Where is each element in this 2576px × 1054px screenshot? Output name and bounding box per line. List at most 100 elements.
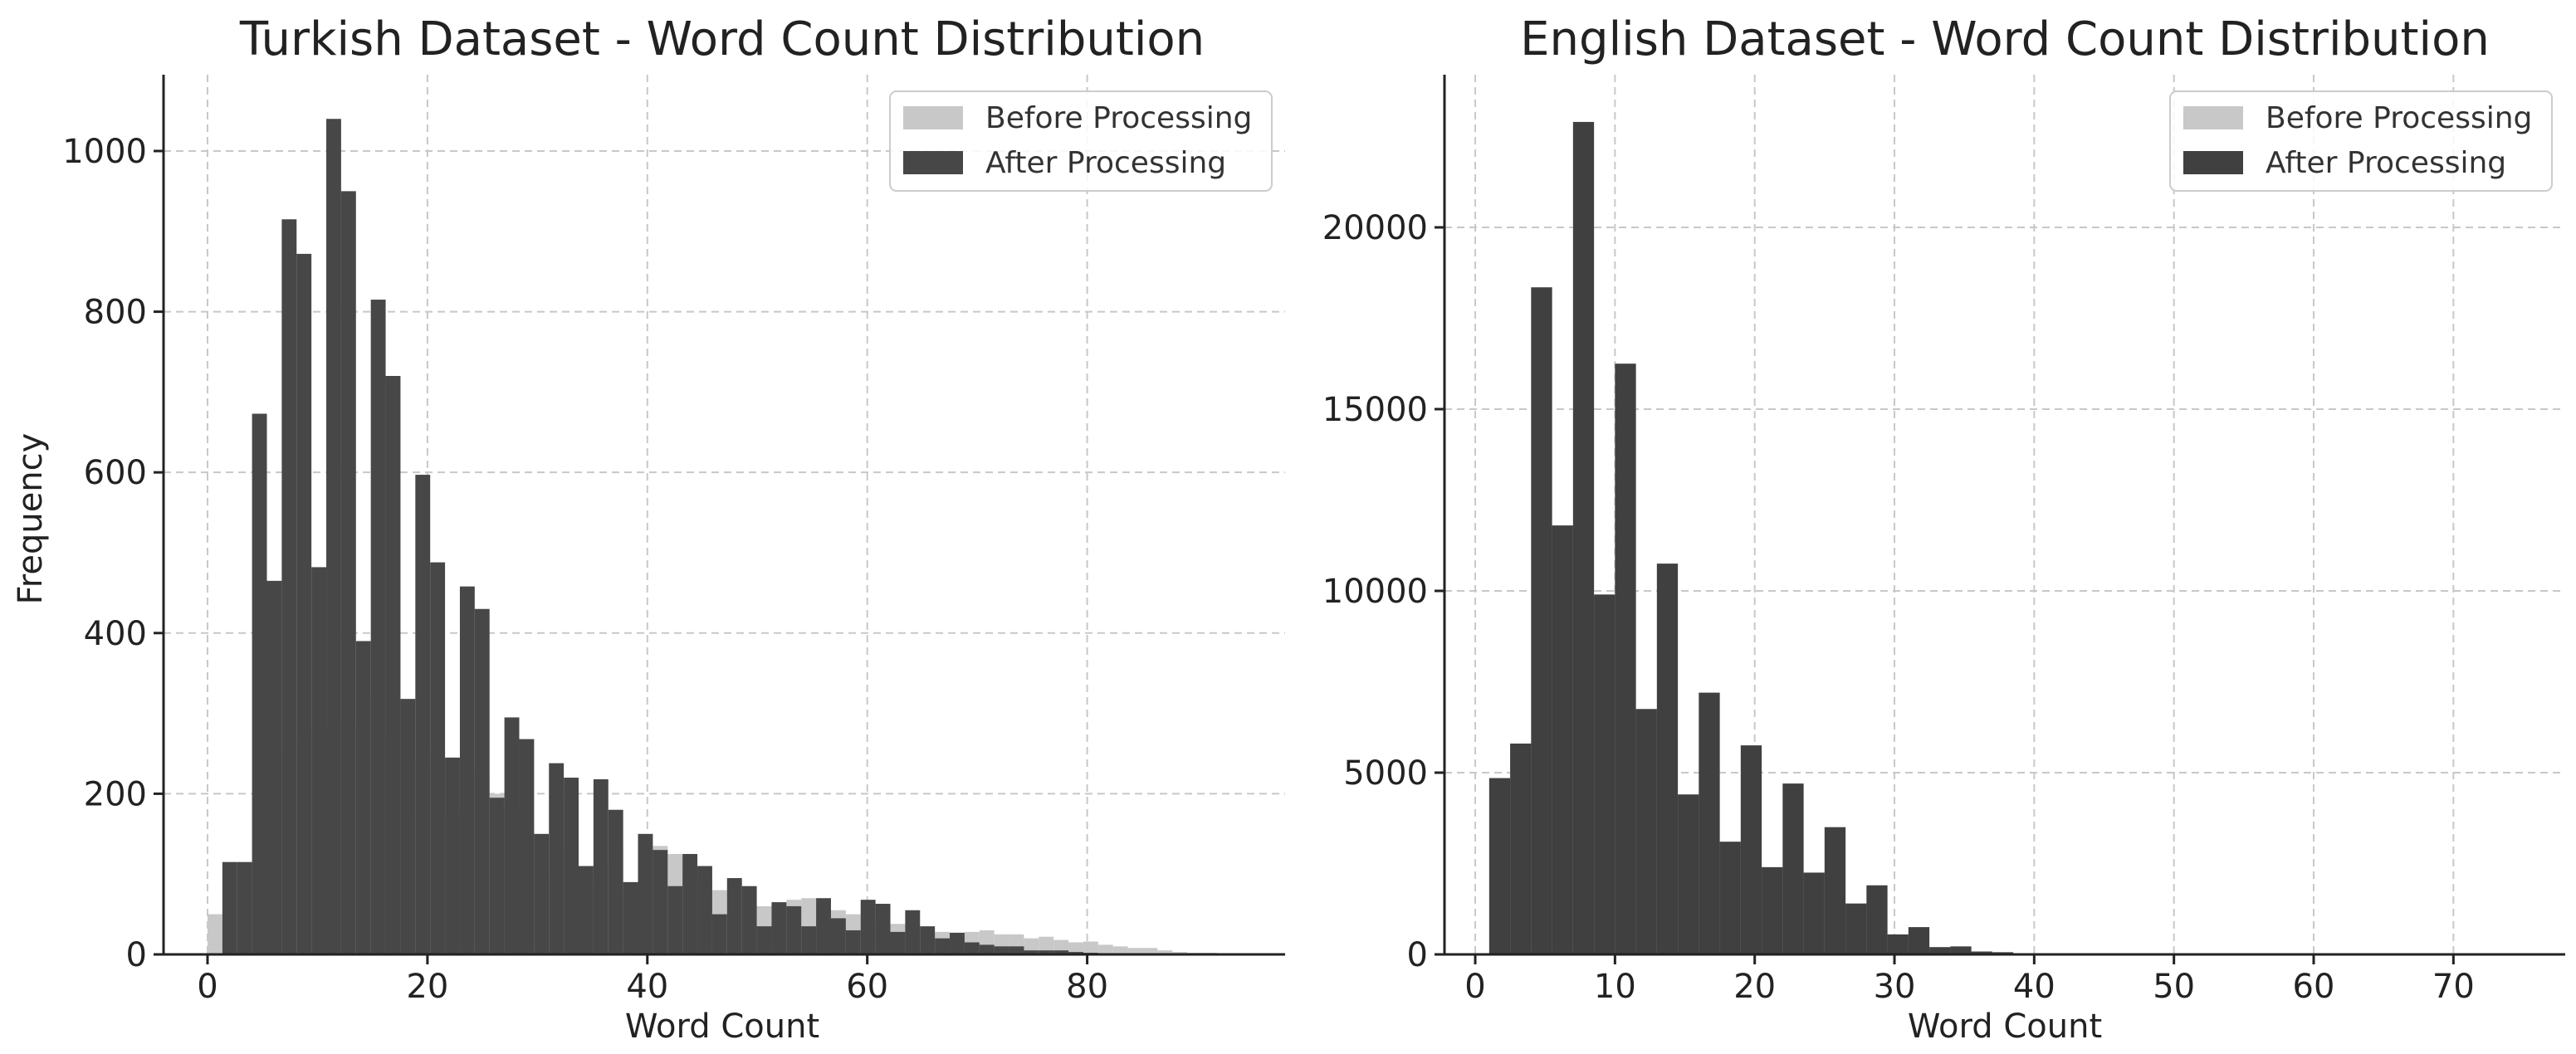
turkish-bar-before — [1039, 936, 1054, 954]
turkish-bar-before — [1097, 944, 1113, 954]
turkish-bar-after — [593, 778, 609, 954]
turkish-bar-after — [579, 866, 594, 954]
english-x-tick-label: 50 — [2153, 968, 2195, 1006]
turkish-x-tick-label: 20 — [406, 968, 448, 1006]
english-bar-after — [1782, 783, 1804, 954]
turkish-bar-after — [459, 586, 475, 954]
turkish-bar-after — [786, 905, 802, 954]
turkish-x-tick-label: 80 — [1066, 968, 1108, 1006]
english-y-tick-label: 0 — [1407, 936, 1428, 974]
turkish-bar-after — [489, 798, 505, 954]
turkish-bars — [207, 119, 1217, 955]
english-y-tick-label: 20000 — [1322, 209, 1428, 247]
english-bar-after — [1866, 885, 1888, 954]
turkish-y-tick-label: 0 — [126, 936, 147, 974]
turkish-bar-after — [445, 757, 460, 954]
turkish-bar-after — [756, 926, 772, 954]
turkish-chart-title: Turkish Dataset - Word Count Distributio… — [239, 12, 1205, 66]
turkish-bar-before — [1112, 946, 1128, 954]
turkish-y-tick-label: 400 — [84, 615, 147, 653]
turkish-chart-panel: Turkish Dataset - Word Count Distributio… — [12, 12, 1285, 1046]
english-bar-after — [1552, 525, 1573, 954]
turkish-y-tick-label: 1000 — [62, 133, 147, 171]
turkish-bar-after — [890, 931, 906, 954]
turkish-bar-after — [711, 914, 727, 954]
english-y-tick-label: 5000 — [1343, 754, 1428, 793]
turkish-bar-after — [549, 763, 565, 954]
turkish-bar-after — [608, 809, 623, 954]
turkish-bar-before — [1083, 941, 1098, 954]
turkish-bar-after — [222, 861, 237, 954]
english-bar-after — [1887, 934, 1909, 954]
turkish-bar-after — [860, 900, 876, 954]
english-bar-after — [1803, 872, 1825, 954]
english-bar-after — [1678, 794, 1699, 954]
english-x-tick-label: 0 — [1464, 968, 1485, 1006]
english-chart-panel: English Dataset - Word Count Distributio… — [1322, 12, 2565, 1046]
turkish-x-tick-label: 0 — [197, 968, 218, 1006]
turkish-bar-after — [474, 608, 490, 954]
english-bar-after — [1740, 745, 1762, 954]
turkish-bar-after — [1053, 950, 1069, 954]
english-legend-label: After Processing — [2266, 146, 2506, 180]
turkish-bar-after — [340, 191, 356, 954]
turkish-bar-after — [311, 567, 327, 954]
turkish-bar-after — [830, 918, 846, 954]
turkish-bar-after — [845, 930, 861, 954]
turkish-bar-after — [1024, 950, 1039, 954]
english-bar-after — [1845, 903, 1867, 954]
turkish-bar-after — [935, 938, 951, 954]
english-bar-after — [1594, 594, 1615, 954]
english-bar-after — [1531, 287, 1552, 955]
english-bar-after — [1950, 946, 1972, 954]
turkish-bar-after — [281, 219, 297, 954]
turkish-bar-before — [1157, 950, 1173, 954]
english-bar-after — [1699, 692, 1720, 954]
turkish-bar-after — [816, 898, 831, 954]
turkish-bar-after — [623, 881, 638, 954]
english-bar-after — [1824, 827, 1846, 954]
turkish-bar-after — [726, 878, 742, 954]
turkish-bar-before — [1068, 942, 1083, 954]
turkish-bar-after — [950, 932, 965, 954]
english-bar-after — [1635, 709, 1657, 954]
turkish-bar-after — [504, 717, 520, 954]
english-bar-after — [1572, 121, 1595, 955]
turkish-bar-after — [400, 699, 416, 954]
turkish-bar-after — [667, 886, 683, 954]
turkish-legend-label: After Processing — [985, 146, 1226, 180]
english-bar-after — [1510, 743, 1532, 954]
english-chart-title: English Dataset - Word Count Distributio… — [1520, 12, 2490, 66]
turkish-bar-before — [1127, 948, 1143, 954]
english-x-axis-label: Word Count — [1908, 1008, 2102, 1046]
turkish-bar-after — [1009, 946, 1024, 954]
turkish-x-tick-label: 40 — [626, 968, 668, 1006]
english-bar-after — [1615, 364, 1636, 954]
turkish-bar-after — [1039, 950, 1054, 954]
turkish-legend-label: Before Processing — [985, 101, 1252, 135]
english-y-tick-label: 15000 — [1322, 391, 1428, 429]
english-legend-swatch — [2183, 151, 2243, 174]
english-x-tick-label: 10 — [1594, 968, 1636, 1006]
english-bar-after — [1488, 778, 1511, 954]
turkish-bar-after — [430, 562, 446, 954]
turkish-bar-after — [415, 475, 431, 954]
turkish-y-tick-label: 200 — [84, 775, 147, 813]
english-bar-after — [1719, 842, 1741, 954]
turkish-bar-after — [979, 944, 995, 954]
turkish-bar-after — [638, 833, 653, 954]
english-legend-swatch — [2183, 106, 2243, 129]
english-legend-box — [2169, 90, 2553, 192]
turkish-bar-after — [697, 866, 712, 954]
turkish-bar-after — [682, 853, 698, 954]
turkish-y-axis-label: Frequency — [12, 433, 50, 605]
turkish-bar-after — [519, 739, 535, 954]
english-bar-after — [1908, 927, 1930, 954]
turkish-bar-after — [905, 910, 921, 954]
english-axes: 0 10 20 30 40 50 60 70 0 5000 10000 15000 20000 — [1322, 75, 2565, 1006]
turkish-bar-after — [296, 253, 312, 954]
turkish-bar-after — [355, 641, 371, 954]
turkish-bar-after — [534, 833, 550, 954]
turkish-bar-after — [266, 580, 282, 954]
